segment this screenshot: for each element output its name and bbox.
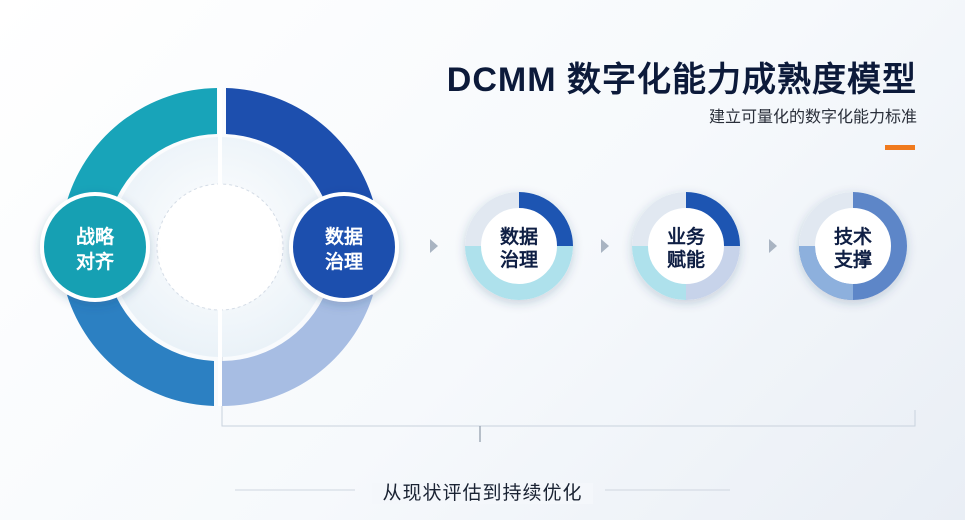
ring-segment-bottom-right xyxy=(222,281,373,406)
arrow-icon xyxy=(430,239,438,253)
step-data-governance: 数据 治理 xyxy=(465,192,573,300)
step-ring-lower-left xyxy=(632,245,687,300)
step-ring-progress xyxy=(685,192,740,247)
main-cycle-ring xyxy=(67,88,373,406)
node-right-line-2: 治理 xyxy=(325,250,363,273)
footer-caption: 从现状评估到持续优化 xyxy=(0,478,965,505)
ring-segment-top-right xyxy=(226,88,373,214)
page-title: DCMM 数字化能力成熟度模型 xyxy=(446,61,917,99)
page-subtitle: 建立可量化的数字化能力标准 xyxy=(708,109,917,126)
step-1-line-2: 治理 xyxy=(500,248,538,271)
step-3-line-1: 技术 xyxy=(834,225,872,248)
step-1-line-1: 数据 xyxy=(500,225,538,248)
node-left-line-2: 对齐 xyxy=(76,250,115,273)
node-strategy-alignment: 战略 对齐 xyxy=(40,192,150,302)
node-data-governance: 数据 治理 xyxy=(289,192,399,302)
step-2-line-1: 业务 xyxy=(667,225,706,248)
step-3-line-2: 支撑 xyxy=(833,248,872,271)
footer-caption-text: 从现状评估到持续优化 xyxy=(372,483,593,504)
arrow-icon xyxy=(601,239,609,253)
ring-segment-bottom-left xyxy=(67,281,214,406)
step-technical-support: 技术 支撑 xyxy=(799,192,907,300)
ring-segment-top-left xyxy=(67,88,217,214)
arrow-icon xyxy=(769,239,777,253)
accent-bar xyxy=(885,145,915,150)
step-ring-lower xyxy=(465,245,573,300)
step-ring-lower-left xyxy=(799,245,854,300)
node-left-line-1: 战略 xyxy=(76,225,115,248)
step-ring-lower-right xyxy=(685,245,740,300)
step-ring-track xyxy=(465,192,520,247)
step-ring-track xyxy=(799,192,854,247)
node-right-line-1: 数据 xyxy=(325,225,363,248)
step-ring-progress xyxy=(518,192,573,247)
step-ring-track xyxy=(632,192,687,247)
step-business-enablement: 业务 赋能 xyxy=(632,192,740,300)
step-2-line-2: 赋能 xyxy=(667,248,705,271)
